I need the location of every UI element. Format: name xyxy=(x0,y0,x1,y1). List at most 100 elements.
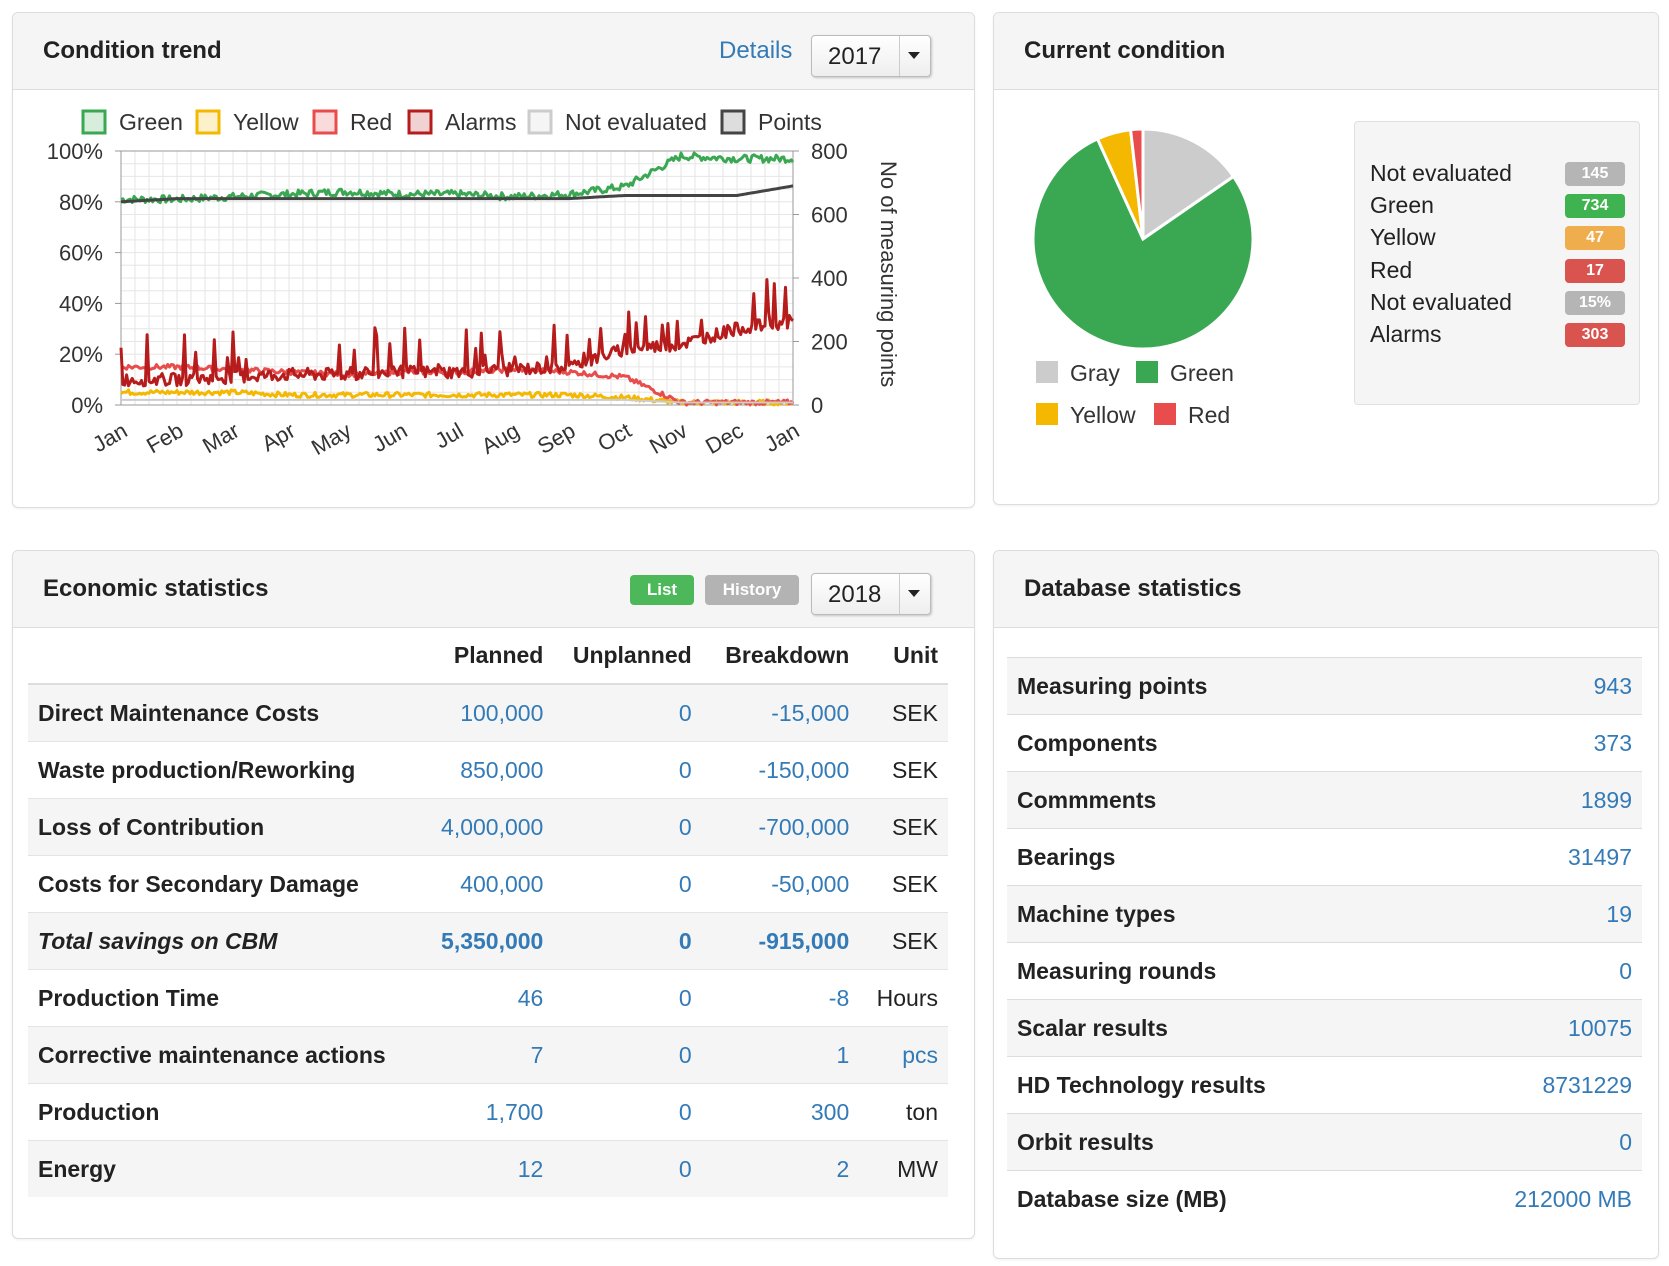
breakdown-value[interactable]: -700,000 xyxy=(701,798,860,856)
breakdown-value[interactable]: -915,000 xyxy=(701,912,860,970)
pie-legend-swatch xyxy=(1036,403,1058,425)
database-row-value[interactable]: 31497 xyxy=(1426,828,1642,886)
pie-legend-label: Red xyxy=(1188,402,1230,428)
y-right-axis-label: No of measuring points xyxy=(876,161,901,387)
unplanned-value[interactable]: 0 xyxy=(553,969,702,1027)
planned-value[interactable]: 1,700 xyxy=(416,1083,554,1141)
summary-label: Green xyxy=(1370,192,1434,219)
database-row-value[interactable]: 1899 xyxy=(1426,771,1642,829)
database-row-value[interactable]: 0 xyxy=(1426,1113,1642,1171)
database-row-label: HD Technology results xyxy=(1007,1056,1427,1114)
summary-label: Not evaluated xyxy=(1370,288,1512,315)
unplanned-value[interactable]: 0 xyxy=(553,1026,702,1084)
breakdown-value[interactable]: -50,000 xyxy=(701,855,860,913)
database-row-label: Machine types xyxy=(1007,885,1427,943)
x-tick-label: Jan xyxy=(760,418,803,457)
database-row-label: Measuring rounds xyxy=(1007,942,1427,1000)
database-row-label: Commments xyxy=(1007,771,1427,829)
history-button[interactable]: History xyxy=(705,575,799,605)
legend-label: Green xyxy=(119,109,183,135)
unplanned-value[interactable]: 0 xyxy=(553,1083,702,1141)
database-row: Scalar results 10075 xyxy=(1007,999,1642,1057)
economic-col-label xyxy=(28,627,417,685)
y-right-tick-label: 600 xyxy=(811,203,848,228)
planned-value[interactable]: 4,000,000 xyxy=(416,798,554,856)
economic-row: Total savings on CBM 5,350,000 0 -915,000 SE… xyxy=(28,912,948,970)
planned-value[interactable]: 46 xyxy=(416,969,554,1027)
unplanned-value[interactable]: 0 xyxy=(553,741,702,799)
unit-value: SEK xyxy=(859,683,948,742)
database-row-label: Scalar results xyxy=(1007,999,1427,1057)
planned-value[interactable]: 5,350,000 xyxy=(416,912,554,970)
summary-badge: 734 xyxy=(1565,194,1625,219)
breakdown-value[interactable]: -15,000 xyxy=(701,683,860,742)
summary-badge: 303 xyxy=(1565,323,1625,347)
economic-row: Waste production/Reworking 850,000 0 -150,0… xyxy=(28,741,948,799)
pie-legend-label: Green xyxy=(1170,360,1234,386)
unit-value: SEK xyxy=(859,741,948,799)
planned-value[interactable]: 400,000 xyxy=(416,855,554,913)
breakdown-value[interactable]: 1 xyxy=(701,1026,860,1084)
economic-row-label: Energy xyxy=(28,1140,417,1197)
unit-value[interactable]: pcs xyxy=(859,1026,948,1084)
database-row: Machine types 19 xyxy=(1007,885,1642,943)
unplanned-value[interactable]: 0 xyxy=(553,1140,702,1197)
y-left-tick-label: 80% xyxy=(59,190,103,215)
details-link[interactable]: Details xyxy=(719,37,793,64)
summary-label: Yellow xyxy=(1370,224,1436,251)
summary-label: Red xyxy=(1370,256,1413,283)
unplanned-value[interactable]: 0 xyxy=(553,798,702,856)
y-right-tick-label: 0 xyxy=(811,393,823,418)
x-tick-label: Oct xyxy=(593,418,635,457)
unplanned-value[interactable]: 0 xyxy=(553,912,702,970)
legend-swatch xyxy=(720,109,746,135)
x-tick-label: Feb xyxy=(142,418,187,459)
economic-row-label: Loss of Contribution xyxy=(28,798,417,856)
database-row-label: Components xyxy=(1007,714,1427,772)
economic-row-label: Total savings on CBM xyxy=(28,912,417,970)
database-row: Orbit results 0 xyxy=(1007,1113,1642,1171)
database-row-value[interactable]: 8731229 xyxy=(1426,1056,1642,1114)
condition-summary-box: Not evaluated 145 Green 734 Yellow 47 Red 17 Not… xyxy=(1354,121,1640,405)
trend-year-select[interactable]: 2017 xyxy=(811,35,931,77)
database-row-value[interactable]: 373 xyxy=(1426,714,1642,772)
database-row-value[interactable]: 10075 xyxy=(1426,999,1642,1057)
planned-value[interactable]: 12 xyxy=(416,1140,554,1197)
legend-swatch xyxy=(312,109,338,135)
database-row-value[interactable]: 943 xyxy=(1426,657,1642,715)
pie-legend-swatch xyxy=(1154,403,1176,425)
economic-row: Costs for Secondary Damage 400,000 0 -50,00… xyxy=(28,855,948,913)
breakdown-value[interactable]: 2 xyxy=(701,1140,860,1197)
summary-badge: 145 xyxy=(1565,162,1625,186)
economic-year-select[interactable]: 2018 xyxy=(811,573,931,615)
unplanned-value[interactable]: 0 xyxy=(553,855,702,913)
database-row-value[interactable]: 0 xyxy=(1426,942,1642,1000)
planned-value[interactable]: 100,000 xyxy=(416,683,554,742)
economic-col-planned: Planned xyxy=(416,627,554,685)
economic-row-label: Corrective maintenance actions xyxy=(28,1026,417,1084)
unit-value: MW xyxy=(859,1140,948,1197)
breakdown-value[interactable]: -150,000 xyxy=(701,741,860,799)
database-row-value[interactable]: 212000 MB xyxy=(1426,1170,1642,1227)
economic-row-label: Production Time xyxy=(28,969,417,1027)
chevron-down-icon xyxy=(908,590,920,597)
planned-value[interactable]: 7 xyxy=(416,1026,554,1084)
breakdown-value[interactable]: 300 xyxy=(701,1083,860,1141)
series-line-alarms xyxy=(119,278,795,388)
unplanned-value[interactable]: 0 xyxy=(553,683,702,742)
current-condition-panel: Current condition Gray Green Yellow Red Not… xyxy=(993,12,1659,505)
planned-value[interactable]: 850,000 xyxy=(416,741,554,799)
breakdown-value[interactable]: -8 xyxy=(701,969,860,1027)
trend-year-value: 2017 xyxy=(828,43,882,70)
database-header: Database statistics xyxy=(994,551,1658,628)
y-left-tick-label: 20% xyxy=(59,342,103,367)
database-row: Bearings 31497 xyxy=(1007,828,1642,886)
economic-row-label: Production xyxy=(28,1083,417,1141)
legend-swatch xyxy=(81,109,107,135)
pie-legend-swatch xyxy=(1036,361,1058,383)
list-button[interactable]: List xyxy=(630,575,694,605)
database-row-value[interactable]: 19 xyxy=(1426,885,1642,943)
series-line-not-evaluated xyxy=(121,398,793,404)
economic-table: Planned Unplanned Breakdown Unit Direct … xyxy=(28,627,948,1197)
x-tick-label: Aug xyxy=(477,418,523,459)
